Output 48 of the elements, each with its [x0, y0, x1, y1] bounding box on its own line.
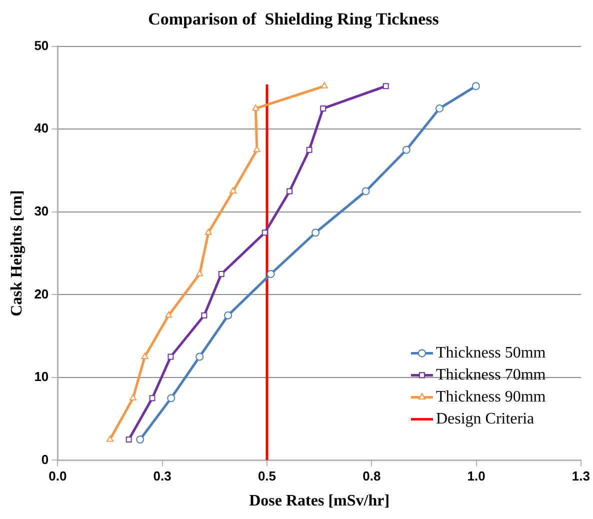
- x-tick-label: 0.5: [258, 468, 276, 484]
- point: [136, 436, 144, 444]
- y-tick-label: 40: [34, 120, 49, 136]
- point: [218, 271, 224, 277]
- legend-label: Thickness 70mm: [436, 366, 546, 384]
- point: [312, 228, 320, 237]
- point: [168, 354, 174, 360]
- legend-label: Design Criteria: [436, 410, 534, 428]
- point: [382, 83, 389, 90]
- point: [306, 146, 312, 153]
- chart-title: Comparison of Shielding Ring Tickness: [148, 10, 440, 29]
- legend-label: Thickness 50mm: [436, 344, 546, 362]
- point: [266, 270, 275, 278]
- y-tick-label: 30: [34, 204, 49, 218]
- point: [252, 104, 260, 111]
- x-tick-label: 1.3: [572, 468, 590, 484]
- point: [129, 394, 137, 400]
- y-axis-title: Cask Heights [cm]: [8, 190, 26, 316]
- x-axis-title: Dose Rates [mSv/hr]: [249, 492, 390, 510]
- point: [320, 82, 328, 88]
- point: [230, 187, 237, 194]
- point: [204, 228, 212, 235]
- point: [141, 352, 148, 359]
- point: [149, 395, 156, 402]
- point: [224, 311, 232, 320]
- point: [167, 394, 176, 402]
- point: [435, 104, 444, 112]
- x-tick-label: 1.0: [467, 468, 486, 484]
- y-tick-label: 10: [34, 369, 49, 384]
- legend-label: Thickness 90mm: [436, 388, 546, 406]
- y-tick-label: 0: [41, 452, 49, 467]
- y-tick-label: 20: [34, 286, 49, 302]
- point: [201, 312, 208, 318]
- point: [402, 146, 410, 154]
- x-tick-label: 0.8: [362, 468, 381, 484]
- x-tick-label: 0.3: [153, 468, 172, 484]
- point: [320, 105, 326, 112]
- point: [196, 352, 204, 361]
- point: [286, 188, 293, 194]
- point: [126, 436, 132, 442]
- point: [472, 82, 480, 90]
- point: [362, 187, 370, 196]
- point: [165, 311, 172, 318]
- point: [196, 270, 204, 276]
- x-tick-label: 0.0: [48, 468, 67, 484]
- point: [262, 230, 268, 236]
- y-tick-label: 50: [34, 38, 49, 53]
- point: [106, 436, 114, 442]
